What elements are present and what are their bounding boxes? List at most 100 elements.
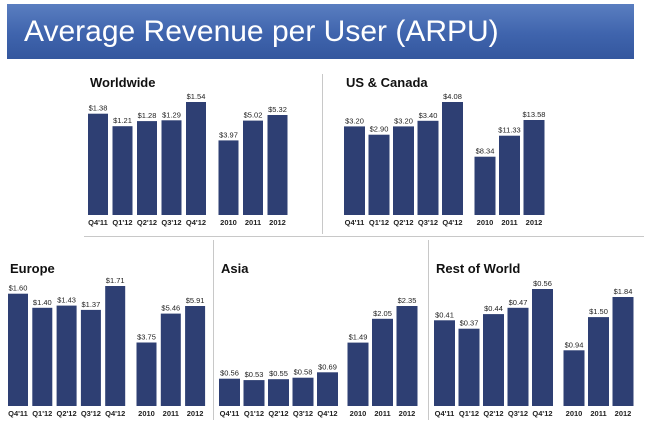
chart-title: US & Canada	[346, 75, 428, 90]
data-label: $1.54	[187, 92, 206, 101]
category-label: 2012	[399, 409, 416, 418]
bar	[268, 379, 289, 406]
bar	[344, 126, 365, 215]
data-label: $3.20	[345, 116, 364, 125]
category-label: 2011	[163, 409, 179, 418]
category-label: Q2'12	[57, 409, 77, 418]
data-label: $1.37	[82, 300, 101, 309]
data-label: $1.38	[89, 104, 108, 113]
data-label: $1.49	[349, 333, 368, 342]
data-label: $3.97	[219, 130, 238, 139]
category-label: Q1'12	[112, 218, 132, 227]
category-label: 2011	[374, 409, 390, 418]
data-label: $0.37	[460, 319, 479, 328]
divider-horizontal	[84, 236, 644, 237]
bar	[396, 306, 418, 406]
category-label: Q4'11	[88, 218, 108, 227]
data-label: $0.55	[269, 369, 288, 378]
data-label: $3.40	[419, 111, 438, 120]
bar	[474, 156, 496, 215]
bar	[8, 293, 28, 406]
bar	[434, 320, 455, 406]
bar	[317, 372, 338, 406]
category-label: Q4'11	[435, 409, 455, 418]
category-label: 2011	[590, 409, 606, 418]
category-label: Q3'12	[418, 218, 438, 227]
data-label: $0.94	[565, 340, 584, 349]
bar	[185, 306, 206, 406]
category-label: Q3'12	[161, 218, 181, 227]
chart-title: Worldwide	[90, 75, 155, 90]
category-label: Q4'11	[345, 218, 365, 227]
data-label: $5.32	[268, 105, 287, 114]
data-label: $0.58	[294, 368, 313, 377]
bar	[588, 317, 609, 406]
data-label: $0.44	[484, 304, 503, 313]
bar	[88, 113, 108, 215]
chart-title: Rest of World	[436, 261, 520, 276]
data-label: $1.84	[614, 287, 633, 296]
chart-rest-of-world: Rest of World $0.41 Q4'11 $0.37 Q1'12 $0.44 Q2…	[434, 261, 634, 418]
category-label: Q2'12	[268, 409, 288, 418]
bar	[523, 120, 545, 215]
chart-worldwide: Worldwide $1.38 Q4'11 $1.21 Q1'12 $1.28 Q2'12 $…	[88, 75, 288, 227]
category-label: Q2'12	[393, 218, 413, 227]
bar	[442, 102, 463, 215]
bar	[368, 134, 390, 215]
bar	[458, 328, 480, 406]
category-label: Q3'12	[508, 409, 528, 418]
bar	[532, 289, 553, 406]
bar	[347, 342, 369, 406]
divider-bottom-right	[428, 240, 429, 420]
data-label: $4.08	[443, 92, 462, 101]
page-title-banner: Average Revenue per User (ARPU)	[7, 4, 634, 59]
data-label: $0.56	[220, 369, 239, 378]
category-label: Q1'12	[459, 409, 479, 418]
category-label: 2010	[350, 409, 367, 418]
category-label: Q1'12	[32, 409, 52, 418]
bar	[563, 350, 585, 406]
category-label: 2012	[615, 409, 632, 418]
page-title: Average Revenue per User (ARPU)	[24, 15, 499, 48]
category-label: Q2'12	[483, 409, 503, 418]
divider-top-vertical	[322, 74, 323, 234]
bar	[612, 297, 634, 406]
data-label: $3.20	[394, 116, 413, 125]
data-label: $3.75	[137, 333, 156, 342]
data-label: $0.56	[533, 279, 552, 288]
bar	[393, 126, 414, 215]
category-label: Q4'11	[8, 409, 28, 418]
data-label: $5.91	[186, 296, 205, 305]
data-label: $1.50	[589, 307, 608, 316]
category-label: 2011	[245, 218, 261, 227]
data-label: $11.33	[498, 126, 520, 135]
bar	[372, 318, 393, 406]
category-label: Q4'12	[317, 409, 337, 418]
chart-title: Asia	[221, 261, 249, 276]
category-label: 2012	[526, 218, 543, 227]
bar	[161, 120, 182, 215]
category-label: Q4'12	[105, 409, 125, 418]
bar	[160, 313, 181, 406]
data-label: $5.46	[161, 304, 180, 313]
data-label: $1.71	[106, 276, 125, 285]
bar	[243, 120, 263, 215]
category-label: 2012	[269, 218, 286, 227]
divider-bottom-left	[213, 240, 214, 420]
category-label: Q3'12	[81, 409, 101, 418]
bar	[218, 140, 239, 215]
bar	[186, 102, 206, 215]
chart-title: Europe	[10, 261, 55, 276]
data-label: $0.69	[318, 362, 337, 371]
bar	[219, 378, 240, 406]
data-label: $13.58	[523, 110, 546, 119]
data-label: $2.05	[373, 309, 392, 318]
category-label: 2010	[477, 218, 494, 227]
data-label: $0.53	[245, 370, 264, 379]
data-label: $2.35	[398, 296, 417, 305]
category-label: 2010	[138, 409, 155, 418]
category-label: Q1'12	[244, 409, 264, 418]
bar	[292, 377, 314, 406]
chart-us-canada: US & Canada $3.20 Q4'11 $2.90 Q1'12 $3.20 Q2'1…	[344, 75, 546, 227]
chart-asia: Asia $0.56 Q4'11 $0.53 Q1'12 $0.55 Q2'12 $0.58 Q…	[219, 261, 418, 418]
